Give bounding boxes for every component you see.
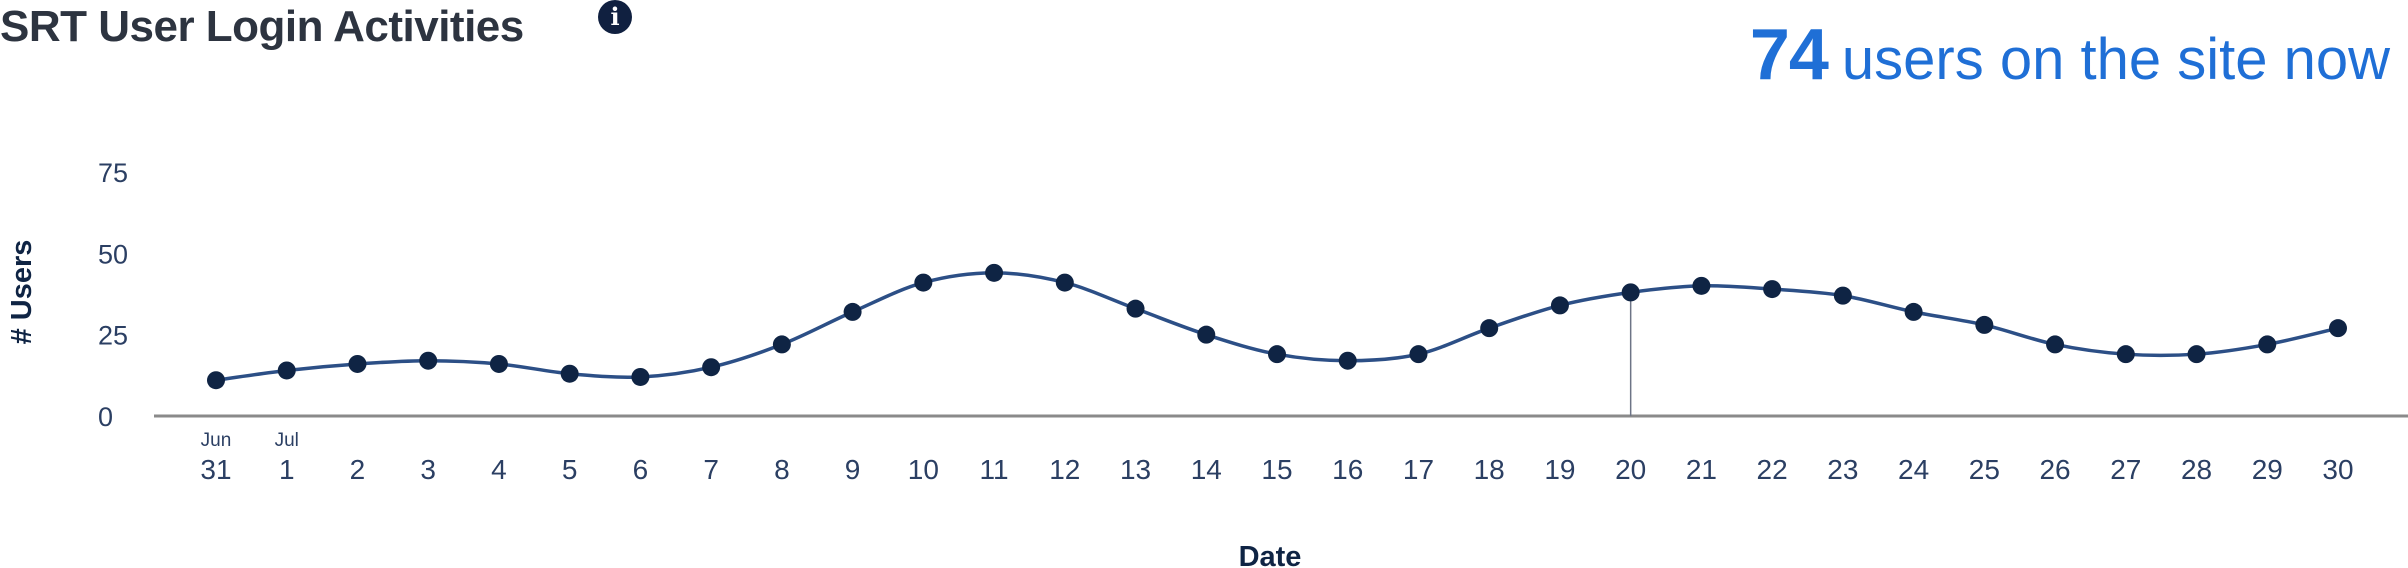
data-point[interactable] [1692,276,1711,295]
x-tick-label: 5 [562,454,578,485]
data-point[interactable] [1833,286,1852,305]
x-tick-label: 28 [2181,454,2212,485]
data-point[interactable] [1480,319,1499,338]
x-tick-label: 3 [420,454,436,485]
x-axis-ticks: 31 1 2 3 4 5 6 7 8 9 10 11 12 13 14 15 16 17 18 19 20 21 22 23 2… [200,454,2353,485]
data-point[interactable] [914,273,933,292]
x-tick-label: 30 [2322,454,2353,485]
data-point[interactable] [1197,325,1216,344]
x-tick-label: 7 [703,454,719,485]
data-point[interactable] [1409,345,1428,364]
data-point[interactable] [1268,345,1286,364]
y-tick-label: 0 [98,402,113,432]
y-tick-label: 50 [98,239,128,269]
info-icon[interactable]: i [598,0,632,34]
y-axis-ticks: 0 25 50 75 [98,158,128,432]
x-tick-label: 21 [1686,454,1717,485]
data-point[interactable] [2116,345,2135,364]
x-tick-label: 17 [1403,454,1434,485]
data-point[interactable] [1338,351,1357,370]
data-point[interactable] [631,367,650,386]
data-point[interactable] [843,302,862,321]
x-tick-label: 15 [1261,454,1292,485]
x-tick-label: 26 [2039,454,2070,485]
data-point[interactable] [489,354,508,373]
x-tick-label: 19 [1544,454,1575,485]
data-point[interactable] [985,263,1004,282]
live-users-counter: 74 users on the site now [1750,14,2390,96]
data-point[interactable] [1550,296,1569,315]
x-tick-label: 29 [2252,454,2283,485]
x-tick-label: 27 [2110,454,2141,485]
page-title: SRT User Login Activities [0,2,524,51]
x-tick-label: 16 [1332,454,1363,485]
x-axis-title: Date [1239,541,1302,568]
live-user-count: 74 [1749,15,1829,95]
data-point[interactable] [1621,283,1640,302]
month-label: Jun [201,430,232,451]
x-tick-label: 22 [1757,454,1788,485]
data-point[interactable] [1763,280,1782,299]
data-point[interactable] [772,335,791,354]
x-tick-label: 12 [1049,454,1080,485]
data-point[interactable] [560,364,579,383]
x-tick-label: 14 [1191,454,1222,485]
data-point[interactable] [2046,335,2065,354]
data-point[interactable] [419,351,438,370]
data-point[interactable] [1055,273,1074,292]
data-point[interactable] [1975,315,1994,334]
data-point[interactable] [277,361,296,380]
data-point[interactable] [2329,319,2347,338]
x-tick-label: 9 [845,454,861,485]
x-tick-label: 25 [1969,454,2000,485]
x-tick-label: 24 [1898,454,1929,485]
month-label: Jul [275,430,299,451]
data-points [207,263,2347,390]
data-point[interactable] [1904,302,1923,321]
x-tick-label: 31 [200,454,231,485]
series-line [215,271,2339,382]
y-tick-label: 25 [98,321,128,351]
x-tick-label: 4 [491,454,507,485]
data-point[interactable] [2187,345,2206,364]
x-tick-label: 11 [980,454,1009,485]
data-point[interactable] [702,358,721,377]
x-tick-label: 8 [774,454,790,485]
x-tick-label: 6 [633,454,649,485]
x-tick-label: 18 [1474,454,1505,485]
y-tick-label: 75 [98,158,128,188]
x-tick-label: 13 [1120,454,1151,485]
month-labels: Jun Jul [201,430,299,451]
x-tick-label: 2 [350,454,366,485]
data-point[interactable] [1126,299,1145,318]
data-point[interactable] [348,354,367,373]
x-tick-label: 20 [1615,454,1646,485]
x-tick-label: 23 [1827,454,1858,485]
x-tick-label: 10 [908,454,939,485]
data-point[interactable] [207,371,225,390]
x-tick-label: 1 [279,454,295,485]
live-user-text: users on the site now [1841,27,2390,92]
data-point[interactable] [2258,335,2277,354]
y-axis-title: # Users [6,240,38,345]
